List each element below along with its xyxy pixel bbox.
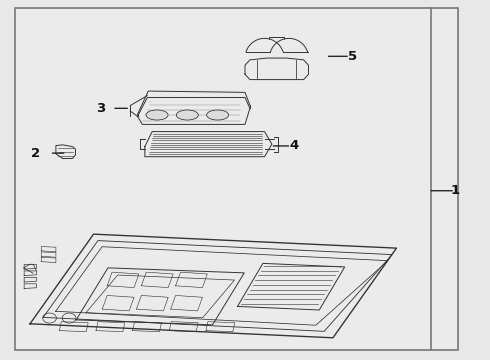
Ellipse shape [207,110,229,120]
Text: 4: 4 [289,139,298,152]
Text: 5: 5 [348,50,357,63]
Ellipse shape [146,110,168,120]
Text: 1: 1 [450,184,460,197]
Text: 3: 3 [96,102,105,115]
Ellipse shape [176,110,198,120]
Text: 2: 2 [31,147,41,159]
